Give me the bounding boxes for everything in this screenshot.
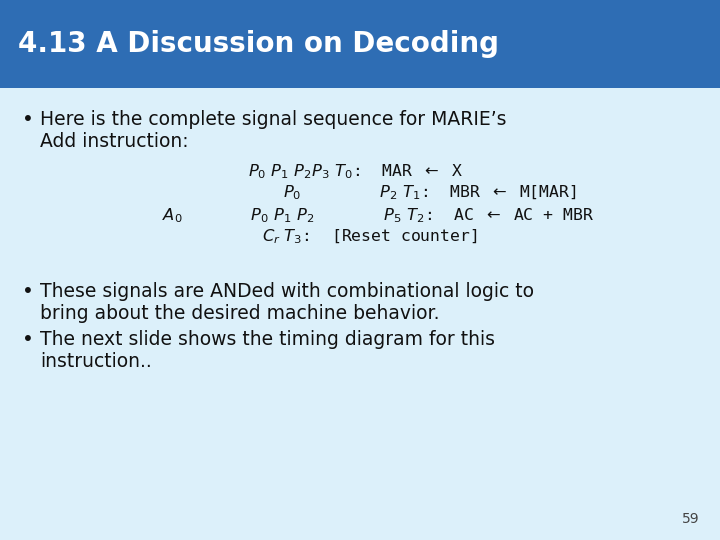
Text: Here is the complete signal sequence for MARIE’s: Here is the complete signal sequence for… xyxy=(40,110,506,129)
Text: •: • xyxy=(22,330,34,349)
Text: $A_0$       $P_0\ P_1\ P_2$       $P_5\ T_2$:  AC $\leftarrow$ AC + MBR: $A_0$ $P_0\ P_1\ P_2$ $P_5\ T_2$: AC $\l… xyxy=(162,206,594,225)
Text: bring about the desired machine behavior.: bring about the desired machine behavior… xyxy=(40,304,439,323)
FancyBboxPatch shape xyxy=(0,88,720,540)
Text: These signals are ANDed with combinational logic to: These signals are ANDed with combination… xyxy=(40,282,534,301)
Text: instruction..: instruction.. xyxy=(40,352,152,371)
Text: $P_0\ P_1\ P_2P_3\ T_0$:  MAR $\leftarrow$ X: $P_0\ P_1\ P_2P_3\ T_0$: MAR $\leftarrow… xyxy=(248,162,462,181)
FancyBboxPatch shape xyxy=(0,0,720,88)
Text: 4.13 A Discussion on Decoding: 4.13 A Discussion on Decoding xyxy=(18,30,499,58)
Text: $P_0$        $P_2\ T_1$:  MBR $\leftarrow$ M[MAR]: $P_0$ $P_2\ T_1$: MBR $\leftarrow$ M[MAR… xyxy=(283,184,577,202)
Text: The next slide shows the timing diagram for this: The next slide shows the timing diagram … xyxy=(40,330,495,349)
Text: Add instruction:: Add instruction: xyxy=(40,132,189,151)
Text: •: • xyxy=(22,282,34,301)
Text: $C_r\ T_3$:  [Reset counter]: $C_r\ T_3$: [Reset counter] xyxy=(262,228,477,246)
Text: •: • xyxy=(22,110,34,129)
Text: 59: 59 xyxy=(683,512,700,526)
